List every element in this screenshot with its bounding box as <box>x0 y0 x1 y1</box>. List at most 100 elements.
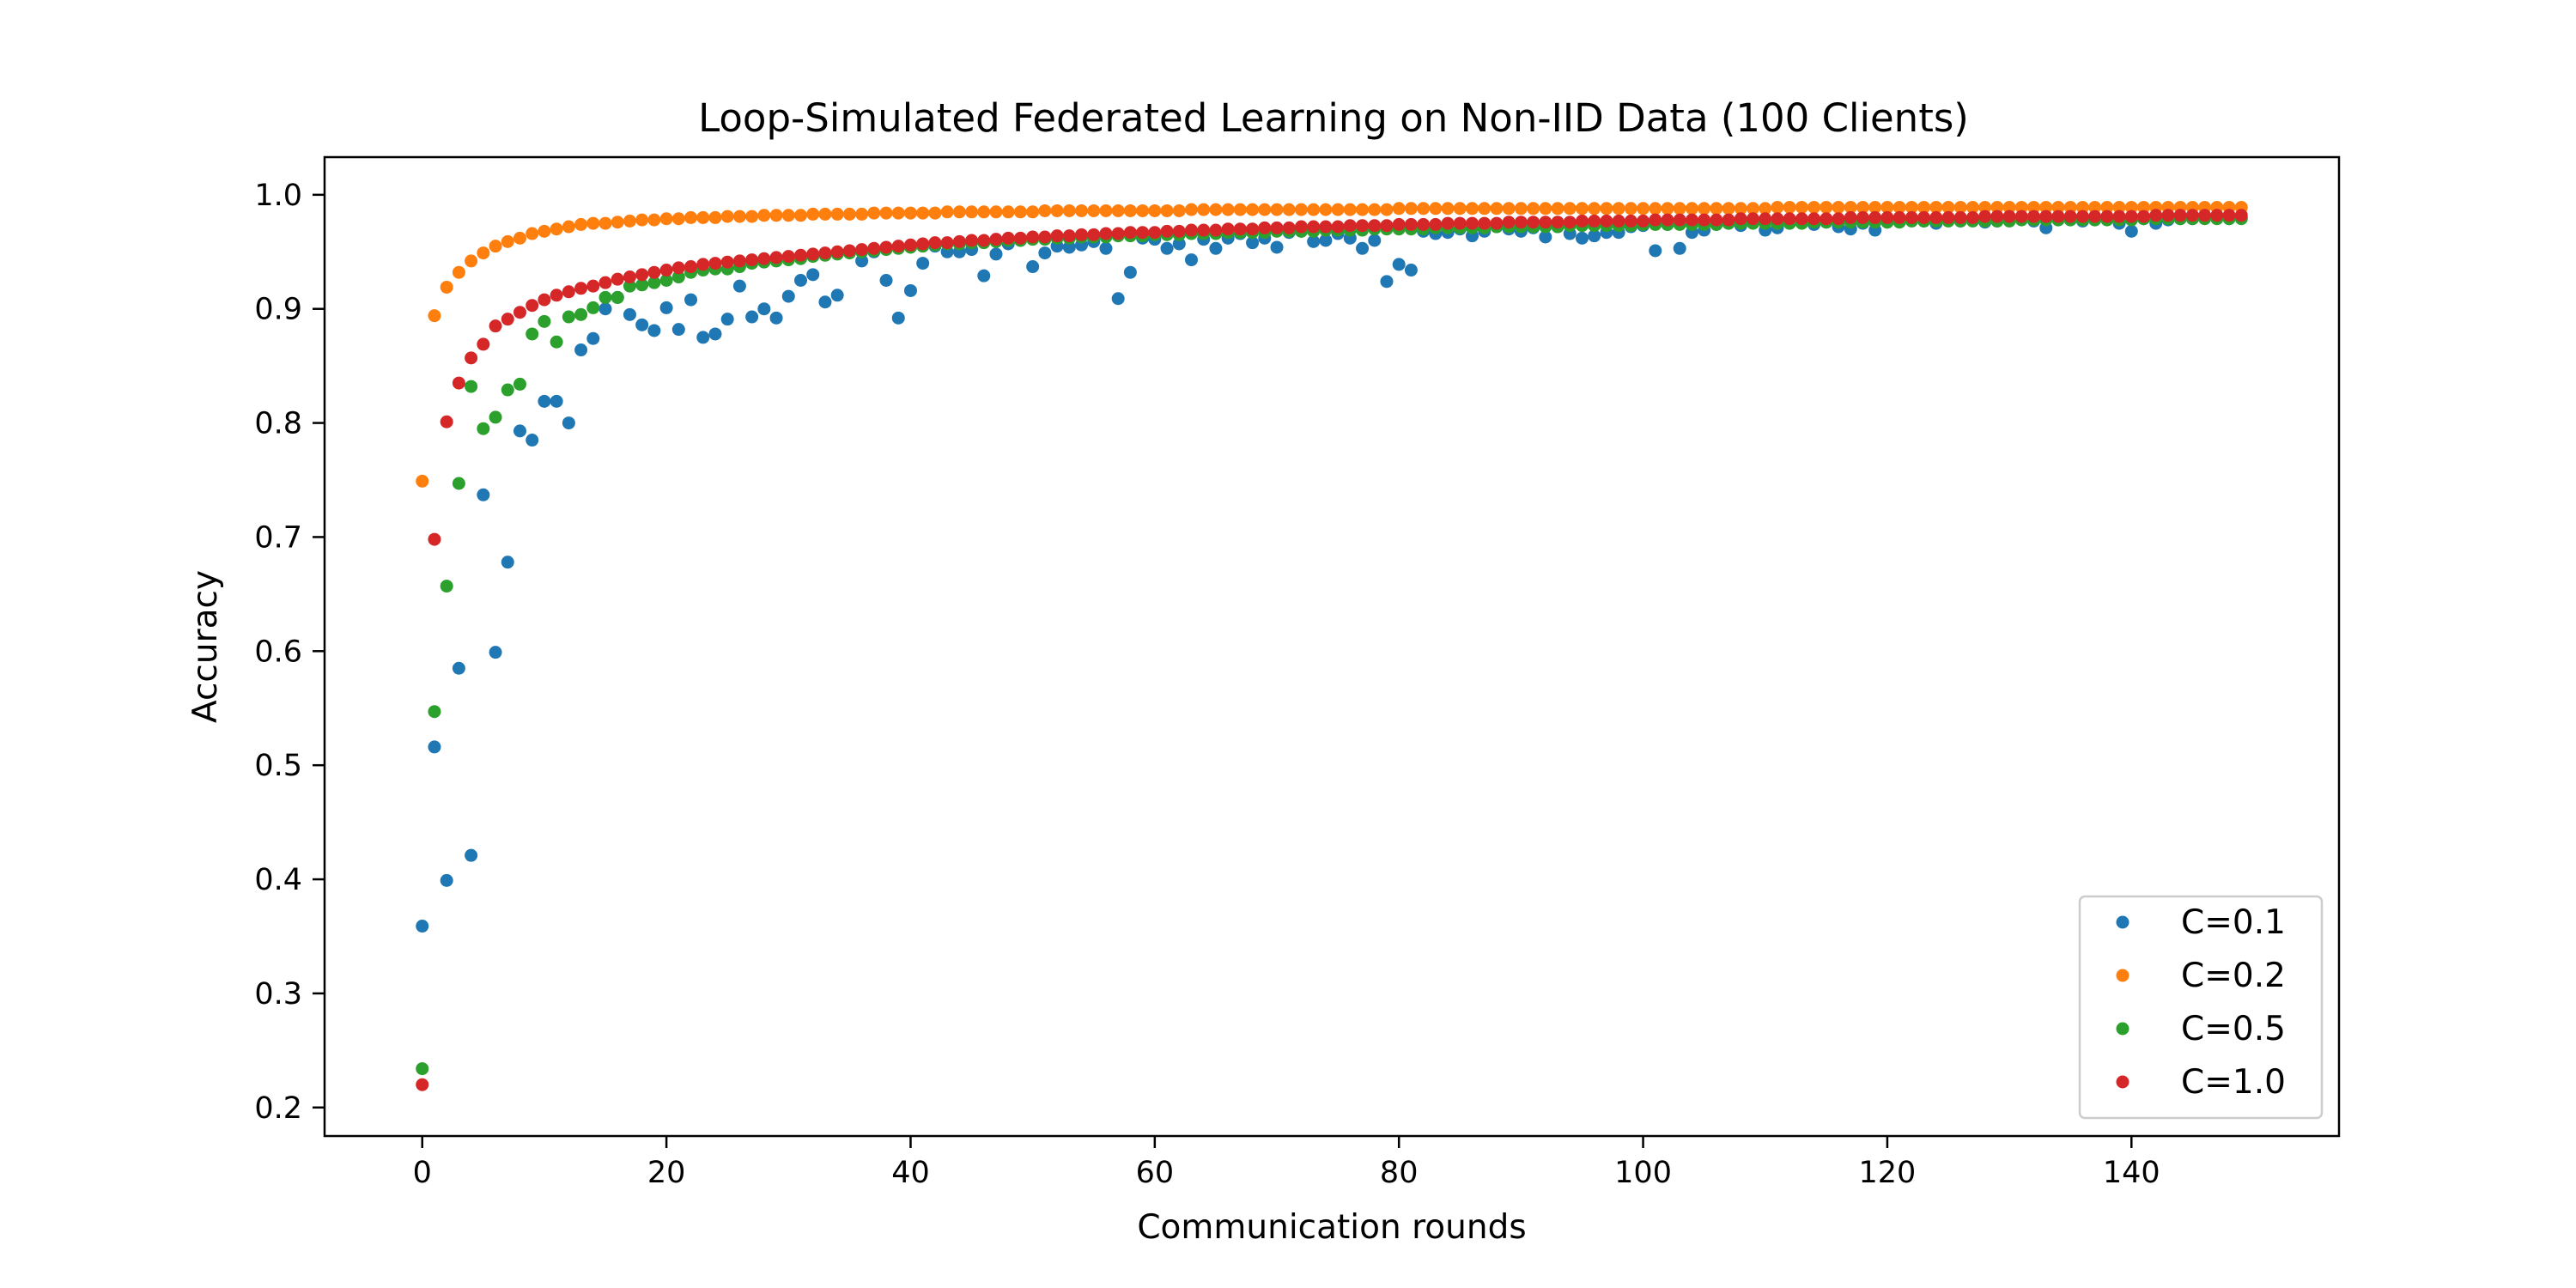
data-point <box>1246 203 1260 216</box>
data-point <box>1062 204 1076 217</box>
data-point <box>855 207 869 221</box>
data-point <box>1099 204 1113 217</box>
data-point <box>1368 203 1382 216</box>
y-tick-label: 0.8 <box>254 407 302 441</box>
data-point <box>952 205 966 219</box>
data-point <box>659 264 673 277</box>
x-tick-label: 0 <box>413 1156 432 1190</box>
data-point <box>659 212 673 226</box>
data-point <box>1319 203 1333 216</box>
data-point <box>1771 200 1784 214</box>
x-tick-label: 20 <box>647 1156 686 1190</box>
data-point <box>1026 230 1040 244</box>
data-point <box>1624 202 1637 216</box>
data-point <box>501 234 514 248</box>
data-point <box>1184 223 1198 237</box>
y-axis: 0.2 0.3 0.4 0.5 0.6 0.7 0.8 0.9 1.0 <box>254 179 325 1126</box>
data-point <box>647 276 661 289</box>
data-point <box>611 216 624 229</box>
data-point <box>1246 236 1260 250</box>
data-point <box>2088 200 2102 214</box>
data-point <box>2051 210 2065 223</box>
data-point <box>428 532 441 546</box>
data-point <box>916 237 930 251</box>
data-point <box>550 335 563 349</box>
data-point <box>1490 202 1504 216</box>
data-point <box>1539 202 1552 216</box>
data-point <box>465 351 478 365</box>
data-point <box>1050 229 1064 243</box>
data-point <box>806 207 820 221</box>
data-point <box>1392 202 1406 216</box>
data-point <box>1380 275 1394 289</box>
data-point <box>1539 216 1552 229</box>
data-point <box>1588 229 1601 243</box>
data-point <box>977 234 991 247</box>
data-point <box>684 293 698 307</box>
data-point <box>1111 227 1125 240</box>
data-point <box>562 416 575 430</box>
data-point <box>1856 200 1869 214</box>
data-point <box>1661 213 1674 227</box>
data-point <box>1990 210 2004 223</box>
data-point <box>1001 231 1015 245</box>
data-point <box>1136 226 1150 240</box>
data-point <box>989 247 1003 261</box>
data-point <box>647 265 661 279</box>
data-point <box>830 207 844 221</box>
data-point <box>1221 222 1235 236</box>
data-point <box>1013 205 1027 219</box>
data-point <box>2100 210 2114 223</box>
data-point <box>781 250 795 264</box>
data-point <box>1258 203 1272 216</box>
data-point <box>696 210 710 224</box>
data-point <box>2075 200 2089 214</box>
data-point <box>757 302 771 316</box>
data-point <box>1233 222 1247 236</box>
data-point <box>2185 209 2199 222</box>
data-point <box>1685 202 1698 216</box>
data-point <box>1953 210 1967 224</box>
data-point <box>1197 203 1211 216</box>
data-point <box>879 273 893 287</box>
data-point <box>1673 213 1686 227</box>
data-point <box>2173 209 2187 222</box>
data-point <box>1246 222 1260 236</box>
data-point <box>1429 217 1443 231</box>
data-point <box>635 278 649 292</box>
legend-frame <box>2078 895 2324 1120</box>
data-point <box>526 434 539 447</box>
data-point <box>465 254 478 268</box>
data-point <box>2039 200 2053 214</box>
data-point <box>598 302 612 316</box>
data-point <box>855 243 869 257</box>
data-point <box>1551 202 1564 216</box>
data-point <box>489 319 502 333</box>
data-point <box>562 310 575 324</box>
data-point <box>1209 241 1223 255</box>
data-point <box>867 241 881 255</box>
data-point <box>1844 210 1857 224</box>
data-point <box>1294 220 1308 234</box>
data-point <box>1978 200 1992 214</box>
legend-marker <box>2116 1022 2129 1036</box>
data-point <box>562 285 575 299</box>
data-point <box>989 233 1003 246</box>
data-point <box>745 253 759 267</box>
plot-frame <box>323 155 2341 1138</box>
data-point <box>2198 209 2212 222</box>
data-point <box>1368 219 1382 233</box>
data-point <box>1172 224 1186 238</box>
data-point <box>586 279 600 293</box>
data-point <box>2137 210 2151 223</box>
data-point <box>526 227 539 240</box>
x-tick-label: 80 <box>1380 1156 1419 1190</box>
data-point <box>818 295 832 309</box>
y-tick-label: 0.4 <box>254 863 302 897</box>
data-point <box>769 251 783 264</box>
data-point <box>696 331 710 344</box>
data-point <box>428 705 441 719</box>
data-point <box>1172 237 1186 251</box>
data-point <box>781 289 795 303</box>
